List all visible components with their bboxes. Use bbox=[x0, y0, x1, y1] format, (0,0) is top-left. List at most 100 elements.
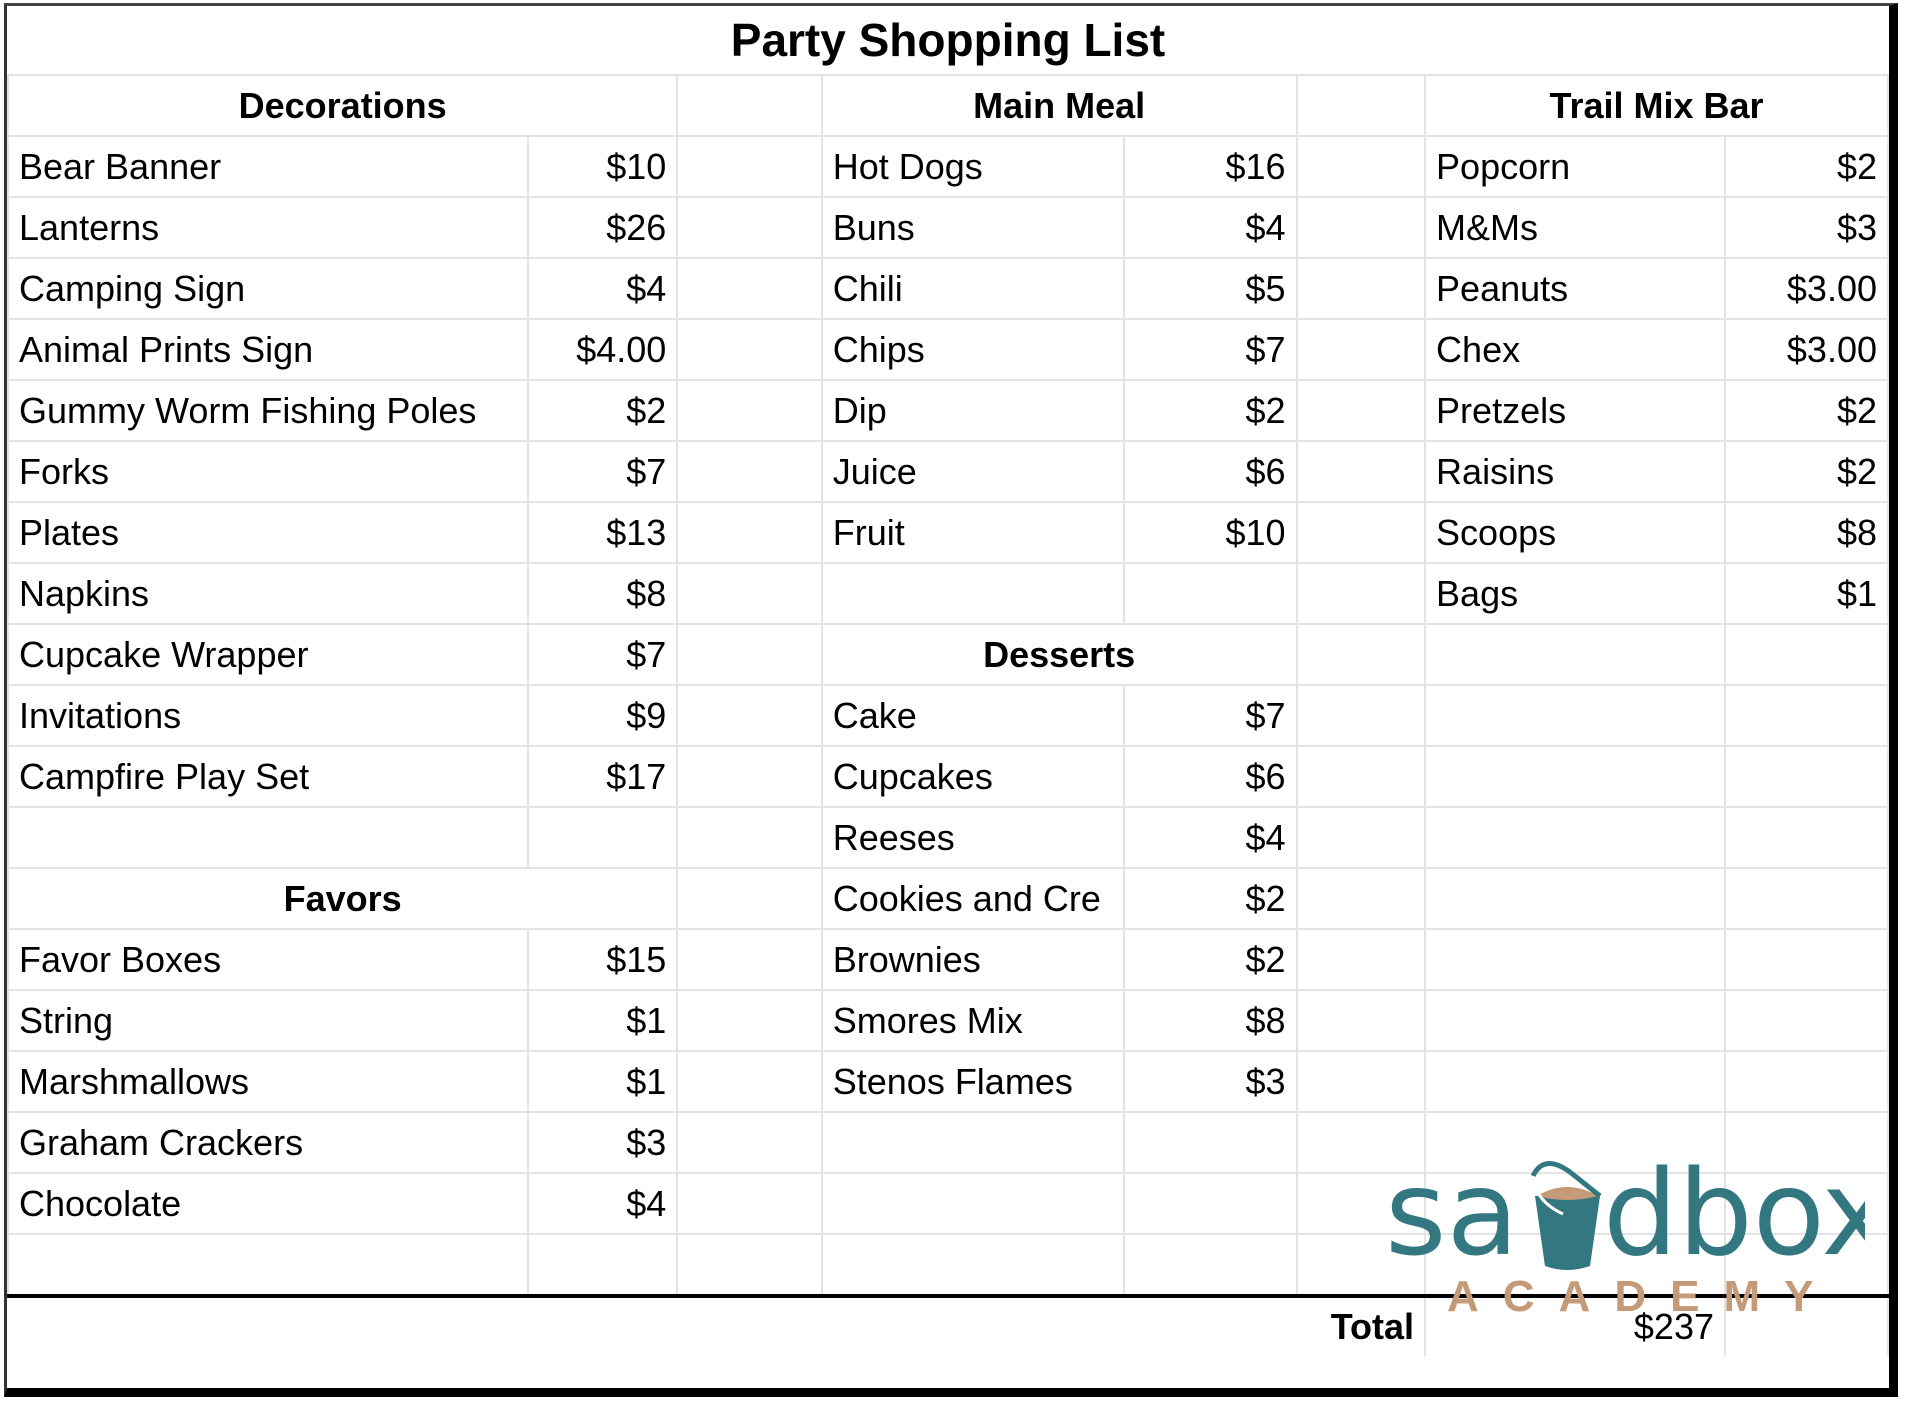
item-name[interactable] bbox=[1424, 1172, 1726, 1235]
item-price[interactable]: $6 bbox=[1123, 745, 1298, 808]
item-name[interactable]: Chips bbox=[820, 318, 1126, 381]
item-price[interactable]: $15 bbox=[527, 928, 679, 991]
item-name[interactable]: Juice bbox=[820, 440, 1126, 503]
total-value[interactable]: $237 bbox=[1424, 1294, 1726, 1356]
item-name[interactable] bbox=[820, 1111, 1126, 1174]
cell[interactable] bbox=[676, 1111, 823, 1174]
cell[interactable] bbox=[1295, 562, 1427, 625]
item-name[interactable]: Popcorn bbox=[1424, 135, 1726, 198]
item-name[interactable]: Camping Sign bbox=[6, 257, 530, 320]
item-price[interactable] bbox=[527, 1233, 679, 1297]
item-price[interactable]: $2 bbox=[527, 379, 679, 442]
item-name[interactable] bbox=[6, 806, 530, 869]
cell[interactable] bbox=[1295, 989, 1427, 1052]
cell[interactable] bbox=[676, 196, 823, 259]
item-price[interactable]: $4.00 bbox=[527, 318, 679, 381]
cell[interactable] bbox=[1295, 745, 1427, 808]
item-name[interactable]: Cake bbox=[820, 684, 1126, 747]
item-price[interactable]: $6 bbox=[1123, 440, 1298, 503]
item-name[interactable]: Cupcakes bbox=[820, 745, 1126, 808]
item-name[interactable]: Chocolate bbox=[6, 1172, 530, 1235]
cell[interactable] bbox=[676, 501, 823, 564]
item-price[interactable] bbox=[1724, 623, 1889, 686]
item-price[interactable] bbox=[1724, 989, 1889, 1052]
item-price[interactable]: $5 bbox=[1123, 257, 1298, 320]
cell[interactable] bbox=[676, 379, 823, 442]
item-name[interactable]: Pretzels bbox=[1424, 379, 1726, 442]
cell[interactable] bbox=[1295, 257, 1427, 320]
cell[interactable] bbox=[676, 1050, 823, 1113]
cell[interactable] bbox=[1295, 1233, 1427, 1297]
cell[interactable] bbox=[676, 257, 823, 320]
item-name[interactable]: Buns bbox=[820, 196, 1126, 259]
cell[interactable] bbox=[676, 135, 823, 198]
item-price[interactable] bbox=[1123, 1233, 1298, 1297]
item-price[interactable]: $9 bbox=[527, 684, 679, 747]
item-name[interactable] bbox=[1424, 1050, 1726, 1113]
cell[interactable] bbox=[676, 684, 823, 747]
item-name[interactable]: Bags bbox=[1424, 562, 1726, 625]
cell[interactable] bbox=[1124, 1294, 1297, 1356]
item-name[interactable]: Lanterns bbox=[6, 196, 530, 259]
item-price[interactable] bbox=[1724, 806, 1889, 869]
item-price[interactable]: $1 bbox=[1724, 562, 1889, 625]
item-price[interactable]: $10 bbox=[1123, 501, 1298, 564]
item-name[interactable] bbox=[6, 1233, 530, 1297]
item-price[interactable] bbox=[1724, 684, 1889, 747]
item-name[interactable]: Fruit bbox=[820, 501, 1126, 564]
item-price[interactable] bbox=[1123, 1111, 1298, 1174]
item-price[interactable] bbox=[1724, 1050, 1889, 1113]
cell[interactable] bbox=[1295, 806, 1427, 869]
item-price[interactable]: $3.00 bbox=[1724, 257, 1889, 320]
item-price[interactable]: $16 bbox=[1123, 135, 1298, 198]
item-name[interactable]: Chex bbox=[1424, 318, 1726, 381]
item-price[interactable]: $2 bbox=[1123, 928, 1298, 991]
cell[interactable] bbox=[1295, 623, 1427, 686]
item-name[interactable] bbox=[1424, 684, 1726, 747]
cell[interactable] bbox=[676, 440, 823, 503]
page-title[interactable]: Party Shopping List bbox=[8, 6, 1888, 76]
item-name[interactable] bbox=[1424, 1233, 1726, 1297]
cell[interactable] bbox=[676, 318, 823, 381]
item-price[interactable] bbox=[1724, 928, 1889, 991]
cell[interactable] bbox=[1295, 1050, 1427, 1113]
item-name[interactable]: Cupcake Wrapper bbox=[6, 623, 530, 686]
item-name[interactable] bbox=[1424, 623, 1726, 686]
item-price[interactable]: $8 bbox=[527, 562, 679, 625]
cell[interactable] bbox=[821, 1294, 1125, 1356]
item-price[interactable]: $26 bbox=[527, 196, 679, 259]
item-price[interactable] bbox=[1724, 1233, 1889, 1297]
item-price[interactable]: $3 bbox=[527, 1111, 679, 1174]
item-name[interactable]: String bbox=[6, 989, 530, 1052]
item-price[interactable] bbox=[1123, 1172, 1298, 1235]
item-name[interactable]: Scoops bbox=[1424, 501, 1726, 564]
cell[interactable] bbox=[1295, 379, 1427, 442]
item-price[interactable]: $17 bbox=[527, 745, 679, 808]
item-price[interactable]: $4 bbox=[527, 257, 679, 320]
item-name[interactable]: Brownies bbox=[820, 928, 1126, 991]
cell[interactable] bbox=[1724, 1294, 1889, 1356]
item-name[interactable]: Bear Banner bbox=[6, 135, 530, 198]
item-name[interactable]: Gummy Worm Fishing Poles bbox=[6, 379, 530, 442]
item-name[interactable] bbox=[820, 562, 1126, 625]
item-name[interactable] bbox=[1424, 1111, 1726, 1174]
cell[interactable] bbox=[1295, 440, 1427, 503]
item-price[interactable]: $8 bbox=[1123, 989, 1298, 1052]
header-trail-mix-bar[interactable]: Trail Mix Bar bbox=[1424, 74, 1889, 137]
item-price[interactable] bbox=[1724, 1172, 1889, 1235]
item-name[interactable]: Cookies and Cre bbox=[820, 867, 1126, 930]
item-price[interactable]: $2 bbox=[1724, 440, 1889, 503]
item-name[interactable] bbox=[1424, 928, 1726, 991]
item-name[interactable]: Raisins bbox=[1424, 440, 1726, 503]
cell[interactable] bbox=[1295, 135, 1427, 198]
item-price[interactable]: $2 bbox=[1724, 379, 1889, 442]
item-name[interactable]: Favor Boxes bbox=[6, 928, 530, 991]
item-price[interactable]: $4 bbox=[1123, 806, 1298, 869]
item-price[interactable] bbox=[1123, 562, 1298, 625]
cell[interactable] bbox=[1295, 1111, 1427, 1174]
cell[interactable] bbox=[676, 806, 823, 869]
cell[interactable] bbox=[676, 1233, 823, 1297]
item-price[interactable]: $7 bbox=[527, 440, 679, 503]
item-name[interactable] bbox=[820, 1233, 1126, 1297]
item-price[interactable]: $10 bbox=[527, 135, 679, 198]
